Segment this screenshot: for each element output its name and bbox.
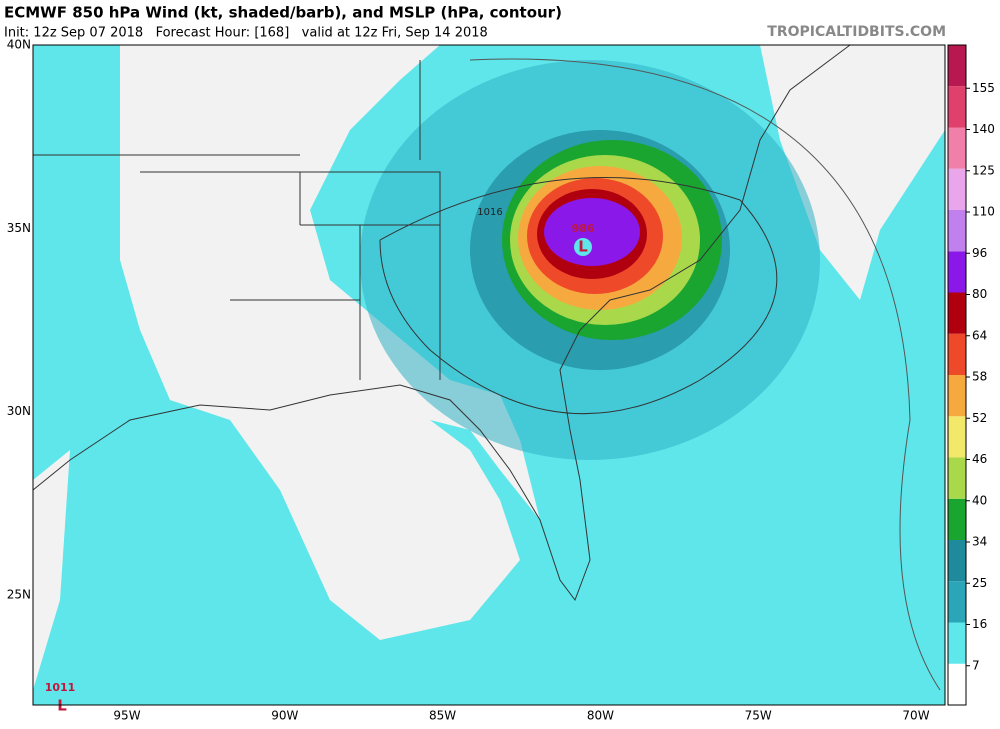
coastlines	[32, 44, 941, 705]
axis-labels: 40N 35N 30N 25N 95W 90W 85W 80W 75W 70W	[7, 38, 930, 723]
colorbar-segment	[948, 168, 966, 210]
colorbar-segment	[948, 86, 966, 128]
storm-pressure: 986	[572, 222, 595, 235]
map-frame	[32, 44, 946, 706]
colorbar-label: 64	[972, 328, 987, 342]
colorbar-label: 46	[972, 452, 987, 466]
colorbar-label: 7	[972, 658, 980, 672]
light-wind-texas	[33, 450, 70, 690]
colorbar-label: 125	[972, 163, 995, 177]
colorbar-segment	[948, 622, 966, 664]
colorbar-segment	[948, 333, 966, 375]
colorbar-label: 16	[972, 617, 987, 631]
colorbar-label: 52	[972, 411, 987, 425]
isobar-label: 1016	[477, 207, 502, 218]
colorbar-label: 40	[972, 493, 987, 507]
colorbar-label: 140	[972, 122, 995, 136]
colorbar: 7 16 25 34 40 46 52 58 64 80 96 110 125 140 155	[947, 44, 995, 706]
colorbar-segment	[948, 375, 966, 417]
colorbar-frame	[947, 44, 967, 706]
west-pressure: 1011	[45, 681, 76, 694]
colorbar-segment	[948, 540, 966, 582]
storm-low: L	[578, 238, 588, 256]
colorbar-segment	[948, 457, 966, 499]
lon-label: 75W	[745, 709, 772, 723]
site-credit: TROPICALTIDBITS.COM	[767, 24, 946, 40]
colorbar-segment	[948, 127, 966, 169]
lat-label: 25N	[7, 587, 31, 601]
colorbar-segment	[948, 251, 966, 293]
colorbar-label: 110	[972, 205, 995, 219]
colorbar-label: 155	[972, 81, 995, 95]
colorbar-segment	[948, 45, 966, 87]
colorbar-segment	[948, 663, 966, 705]
colorbar-segment	[948, 210, 966, 252]
colorbar-label: 58	[972, 370, 987, 384]
colorbar-label: 80	[972, 287, 987, 301]
map-area: 986 L 1016 1011 L	[32, 44, 946, 715]
colorbar-segment	[948, 498, 966, 540]
lon-label: 90W	[271, 709, 298, 723]
colorbar-segment	[948, 292, 966, 334]
subtitle: Init: 12z Sep 07 2018 Forecast Hour: [16…	[4, 26, 488, 41]
colorbar-label: 96	[972, 246, 987, 260]
colorbar-segment	[948, 581, 966, 623]
lon-label: 95W	[113, 709, 140, 723]
storm-eye	[574, 238, 592, 256]
lon-label: 80W	[587, 709, 614, 723]
colorbar-label: 25	[972, 576, 987, 590]
lon-label: 70W	[902, 709, 929, 723]
title: ECMWF 850 hPa Wind (kt, shaded/barb), an…	[4, 4, 562, 22]
storm-80kt	[544, 198, 640, 266]
light-wind-land	[120, 45, 540, 640]
colorbar-label: 34	[972, 535, 987, 549]
colorbar-segment	[948, 416, 966, 458]
light-wind-ocean	[760, 45, 945, 300]
lat-label: 30N	[7, 404, 31, 418]
lat-label: 40N	[7, 38, 31, 52]
lat-label: 35N	[7, 221, 31, 235]
lon-label: 85W	[429, 709, 456, 723]
